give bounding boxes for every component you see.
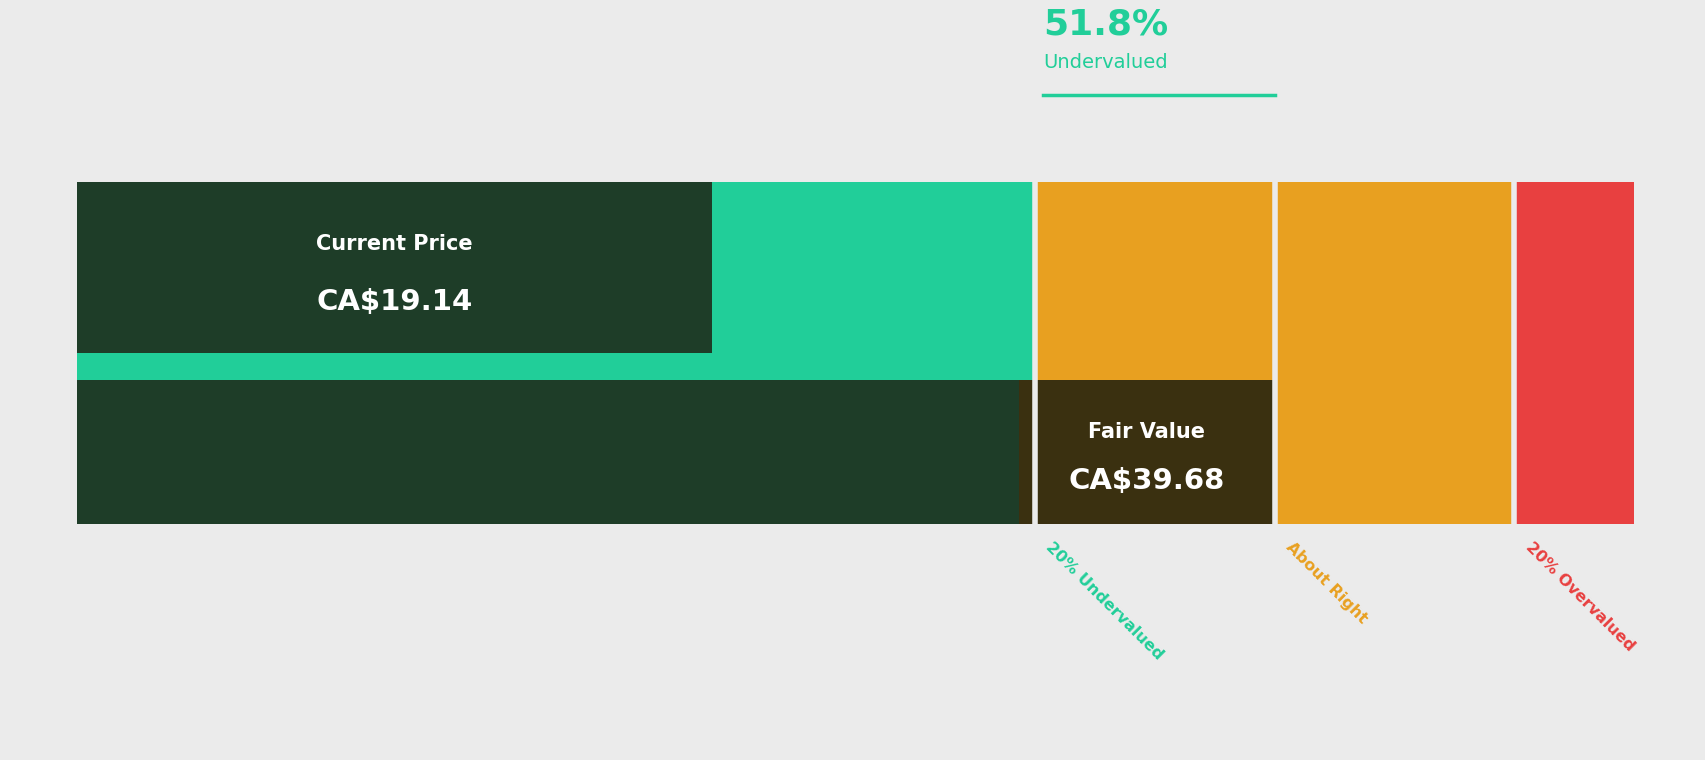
Bar bbox=[1514, 182, 1633, 353]
Bar bbox=[77, 182, 713, 353]
Bar bbox=[1274, 353, 1514, 380]
Bar bbox=[1033, 182, 1274, 353]
Bar bbox=[1274, 380, 1514, 524]
Bar bbox=[77, 380, 1274, 524]
Bar bbox=[1514, 380, 1633, 524]
Bar bbox=[1033, 353, 1274, 380]
Bar bbox=[1274, 182, 1514, 353]
Text: 20% Undervalued: 20% Undervalued bbox=[1042, 540, 1166, 663]
Text: Undervalued: Undervalued bbox=[1042, 53, 1168, 72]
Bar bbox=[77, 380, 1033, 524]
Text: 20% Overvalued: 20% Overvalued bbox=[1523, 540, 1637, 654]
Text: CA$19.14: CA$19.14 bbox=[315, 288, 472, 316]
Text: About Right: About Right bbox=[1282, 540, 1369, 627]
Bar bbox=[1514, 353, 1633, 380]
Text: CA$39.68: CA$39.68 bbox=[1067, 467, 1224, 495]
Bar bbox=[1033, 380, 1274, 524]
Bar bbox=[77, 182, 1033, 353]
Text: Current Price: Current Price bbox=[315, 234, 472, 254]
Text: 51.8%: 51.8% bbox=[1042, 8, 1168, 42]
Bar bbox=[1018, 380, 1274, 524]
Text: Fair Value: Fair Value bbox=[1088, 422, 1205, 442]
Bar bbox=[77, 353, 1033, 380]
